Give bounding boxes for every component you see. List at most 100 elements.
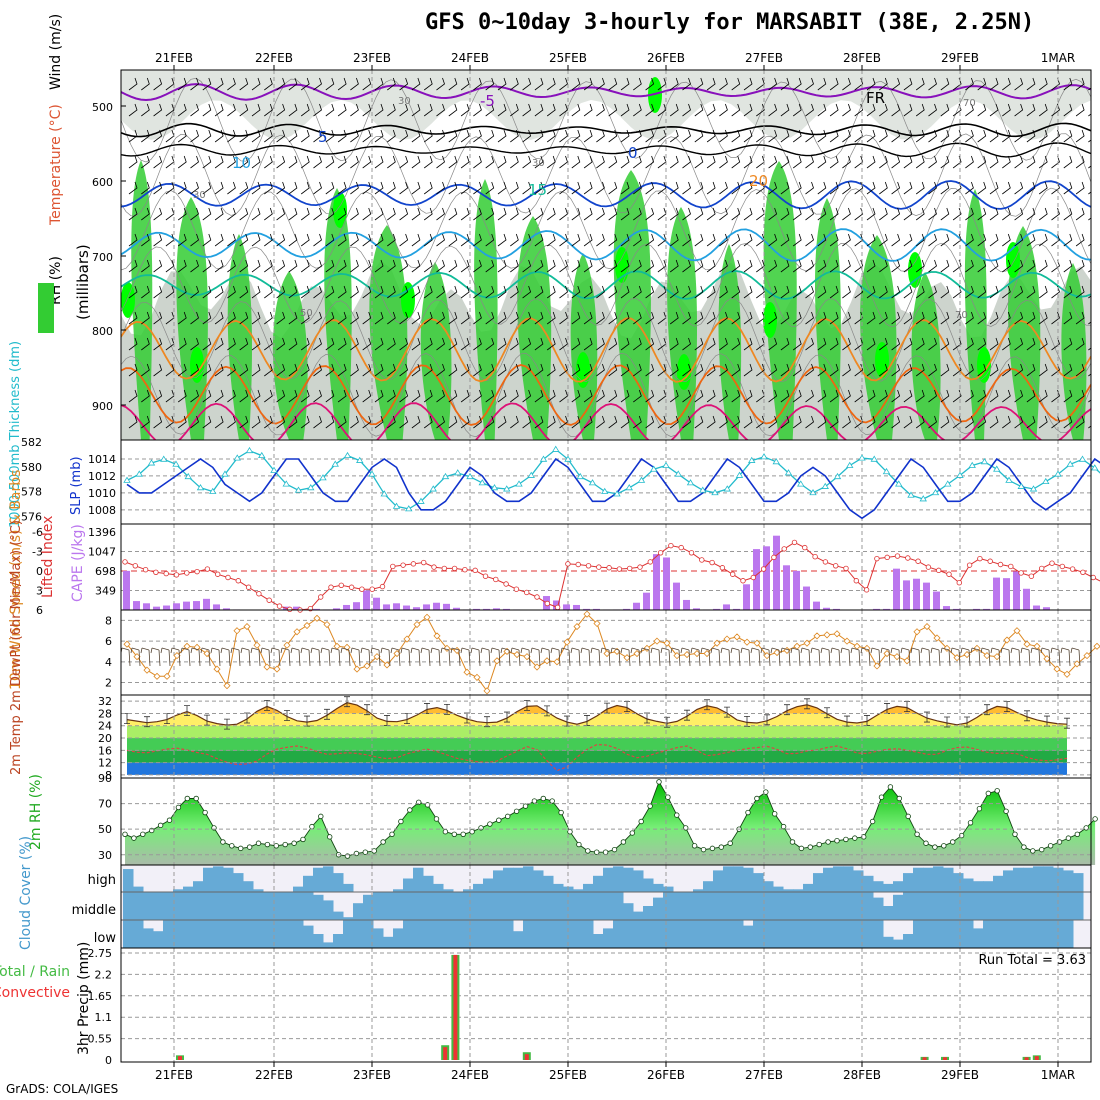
wind-barb — [350, 207, 359, 221]
cloud-cell — [133, 892, 144, 920]
wind-barb — [903, 389, 913, 403]
wind-barb — [756, 103, 765, 117]
wind-barb — [780, 415, 790, 429]
wind-barb — [1014, 155, 1024, 169]
lifted-index-point — [1059, 563, 1065, 570]
rh-point — [923, 840, 929, 846]
lifted-index-point — [338, 582, 344, 588]
cloud-cell — [623, 867, 634, 892]
cloud-cell — [213, 866, 224, 892]
cloud-cell — [123, 869, 134, 892]
thickness-point — [686, 479, 695, 486]
wind-barb — [300, 181, 310, 195]
cloud-cell — [563, 920, 574, 948]
cloud-cell — [613, 920, 624, 948]
wind-barb — [768, 77, 778, 91]
top-date-label: 29FEB — [941, 51, 979, 65]
wind-barb — [633, 103, 642, 117]
wind-speed-point — [863, 644, 871, 652]
thickness-point — [1029, 485, 1038, 492]
cape-bar — [373, 597, 380, 610]
cloud-cell — [693, 920, 704, 948]
wind-barb — [842, 207, 851, 221]
wind-barb — [534, 285, 544, 299]
wind-barb — [633, 129, 642, 143]
wind-barb — [362, 311, 372, 325]
cloud-cell — [143, 928, 154, 948]
rh-point — [558, 809, 564, 816]
thickness-point — [245, 446, 254, 454]
rh-point — [576, 841, 582, 848]
lifted-index-point — [163, 570, 169, 577]
wind-barb — [473, 259, 482, 273]
wind-barb — [633, 155, 642, 169]
cloud-cell — [143, 892, 154, 920]
wind-barb — [497, 337, 507, 351]
wind-barb — [325, 155, 335, 169]
wind-barb — [880, 647, 891, 667]
cloud-cell — [803, 920, 814, 948]
wind-barb — [829, 233, 839, 247]
cloud-cell — [843, 892, 854, 920]
wind-barb — [436, 129, 445, 143]
wind-barb — [1026, 103, 1036, 117]
wind-barb — [300, 415, 310, 429]
wind-barb — [780, 389, 790, 403]
wind-barb — [497, 129, 507, 143]
wind-barb — [1051, 129, 1060, 143]
wind-barb — [177, 311, 187, 325]
cloud-cell — [563, 892, 574, 920]
temp-band — [127, 725, 1067, 739]
bottom-date-label: 28FEB — [843, 1068, 881, 1082]
lifted-index-point — [740, 578, 746, 584]
cloud-cell — [473, 920, 484, 948]
wind-barb — [325, 363, 335, 377]
lifted-index-point — [863, 587, 870, 593]
wind-barb — [694, 259, 704, 273]
wind-barb — [313, 389, 322, 403]
thickness-point — [870, 455, 878, 462]
lifted-tick-label: -3 — [32, 546, 43, 559]
cloud-cell — [773, 920, 784, 948]
wind-barb — [768, 337, 778, 351]
cloud-cell — [153, 892, 164, 920]
wind-barb — [760, 647, 771, 667]
wind-barb — [448, 155, 458, 169]
wind-barb — [448, 181, 458, 195]
wind-barb — [485, 285, 495, 299]
wind-barb — [915, 103, 925, 117]
wind-barb — [842, 233, 851, 247]
wind-barb — [571, 207, 581, 221]
rh-contour-label: 70 — [963, 98, 976, 109]
wind-barb — [645, 311, 655, 325]
wind-barb — [694, 285, 704, 299]
wind-barb — [928, 181, 937, 195]
thickness-point — [441, 472, 450, 480]
lifted-index-point — [1038, 565, 1045, 572]
wind-barb — [141, 77, 150, 91]
wind-barb — [608, 129, 618, 143]
thickness-point — [221, 470, 229, 477]
temperature-contour — [121, 402, 1091, 440]
wind-barb — [706, 103, 716, 117]
wind-barb — [141, 129, 150, 143]
cloud-cell — [493, 870, 504, 892]
cloud-cell — [713, 892, 724, 920]
rh-point — [237, 845, 244, 852]
temp-tick-label: 28 — [98, 707, 112, 720]
wind-barb — [362, 155, 372, 169]
wind-barb — [1026, 415, 1036, 429]
rh-point — [602, 849, 609, 855]
cloud-cell — [773, 886, 784, 892]
wind-barb — [128, 363, 138, 377]
wind-barb — [1026, 129, 1036, 143]
cloud-cell — [943, 892, 954, 920]
wind-barb — [608, 415, 618, 429]
cloud-cell — [533, 870, 544, 892]
wind-speed-point — [413, 620, 421, 629]
wind-barb — [620, 233, 630, 247]
thickness-point — [196, 484, 205, 491]
wind-barb — [977, 103, 987, 117]
cloud-cell — [153, 931, 164, 948]
wind-barb — [891, 207, 901, 221]
